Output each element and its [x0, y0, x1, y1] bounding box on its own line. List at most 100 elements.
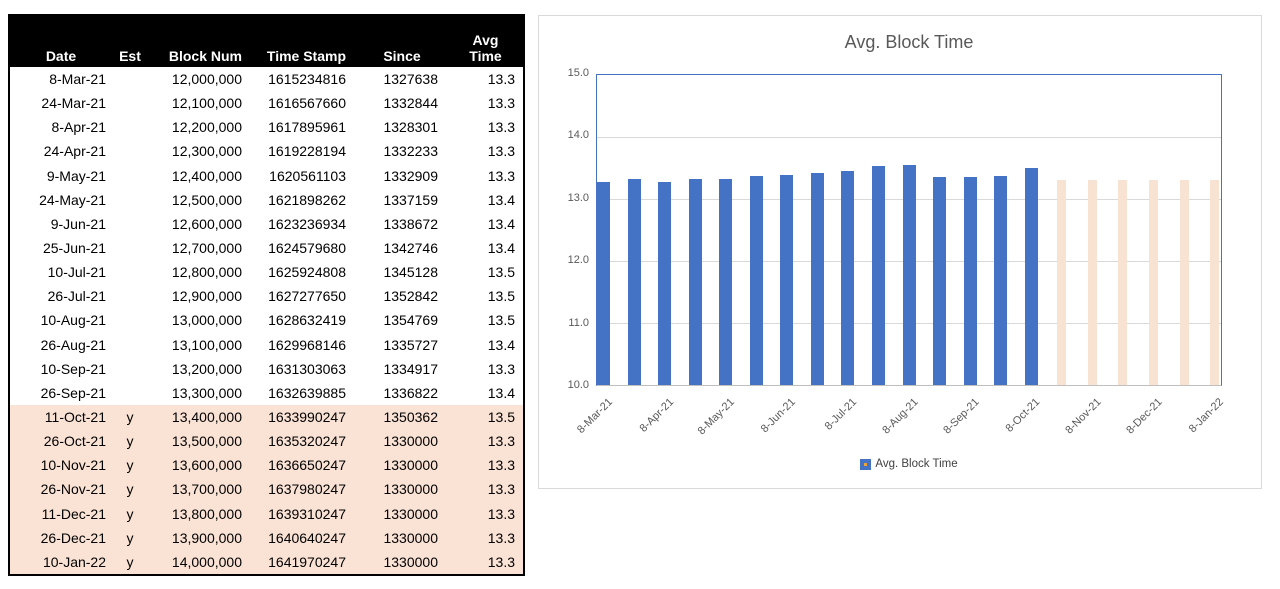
cell-date[interactable]: 24-May-21: [39, 191, 106, 208]
bar-actual[interactable]: [810, 172, 824, 385]
bar-estimate[interactable]: [1179, 180, 1189, 385]
bar-actual[interactable]: [627, 178, 641, 385]
bar-actual[interactable]: [719, 178, 733, 385]
cell-block-num[interactable]: 12,600,000: [171, 215, 242, 232]
cell-date[interactable]: 26-Aug-21: [40, 336, 106, 353]
bar-estimate[interactable]: [1057, 180, 1067, 385]
cell-since[interactable]: 1332909: [383, 167, 438, 184]
cell-time-stamp[interactable]: 1628632419: [268, 312, 346, 329]
cell-since[interactable]: 1330000: [383, 457, 438, 474]
cell-avg-time[interactable]: 13.3: [487, 71, 515, 88]
cell-avg-time[interactable]: 13.4: [487, 191, 515, 208]
cell-est[interactable]: y: [126, 505, 134, 522]
cell-avg-time[interactable]: 13.3: [487, 553, 515, 570]
cell-date[interactable]: 26-Sep-21: [40, 384, 106, 401]
cell-date[interactable]: 25-Jun-21: [42, 240, 106, 257]
cell-date[interactable]: 24-Mar-21: [41, 95, 106, 112]
cell-est[interactable]: y: [126, 481, 134, 498]
cell-since[interactable]: 1345128: [383, 264, 438, 281]
cell-time-stamp[interactable]: 1633990247: [268, 409, 346, 426]
cell-block-num[interactable]: 12,500,000: [171, 191, 242, 208]
cell-since[interactable]: 1330000: [383, 433, 438, 450]
bar-actual[interactable]: [994, 176, 1008, 385]
cell-block-num[interactable]: 13,800,000: [171, 505, 242, 522]
cell-avg-time[interactable]: 13.5: [487, 409, 515, 426]
cell-avg-time[interactable]: 13.3: [487, 481, 515, 498]
cell-block-num[interactable]: 13,700,000: [171, 481, 242, 498]
cell-date[interactable]: 10-Aug-21: [40, 312, 106, 329]
cell-avg-time[interactable]: 13.4: [487, 240, 515, 257]
cell-time-stamp[interactable]: 1635320247: [268, 433, 346, 450]
bar-estimate[interactable]: [1210, 180, 1219, 385]
cell-time-stamp[interactable]: 1623236934: [268, 215, 346, 232]
cell-avg-time[interactable]: 13.4: [487, 384, 515, 401]
cell-date[interactable]: 26-Dec-21: [40, 529, 106, 546]
cell-since[interactable]: 1328301: [383, 119, 438, 136]
chart-legend[interactable]: Avg. Block Time: [596, 458, 1222, 470]
cell-date[interactable]: 9-May-21: [46, 167, 106, 184]
cell-since[interactable]: 1352842: [383, 288, 438, 305]
cell-avg-time[interactable]: 13.3: [487, 119, 515, 136]
bar-estimate[interactable]: [1148, 180, 1158, 385]
cell-block-num[interactable]: 12,300,000: [171, 143, 242, 160]
cell-block-num[interactable]: 13,500,000: [171, 433, 242, 450]
bar-actual[interactable]: [749, 176, 763, 385]
bar-estimate[interactable]: [1118, 180, 1128, 385]
cell-block-num[interactable]: 13,400,000: [171, 409, 242, 426]
cell-avg-time[interactable]: 13.3: [487, 360, 515, 377]
cell-since[interactable]: 1342746: [383, 240, 438, 257]
bar-actual[interactable]: [963, 177, 977, 385]
cell-avg-time[interactable]: 13.3: [487, 433, 515, 450]
cell-time-stamp[interactable]: 1621898262: [268, 191, 346, 208]
cell-time-stamp[interactable]: 1640640247: [268, 529, 346, 546]
bar-actual[interactable]: [597, 181, 610, 385]
cell-block-num[interactable]: 14,000,000: [171, 553, 242, 570]
cell-since[interactable]: 1330000: [383, 481, 438, 498]
cell-time-stamp[interactable]: 1637980247: [268, 481, 346, 498]
cell-since[interactable]: 1332233: [383, 143, 438, 160]
cell-avg-time[interactable]: 13.3: [487, 505, 515, 522]
cell-time-stamp[interactable]: 1619228194: [268, 143, 346, 160]
cell-date[interactable]: 10-Jul-21: [47, 264, 106, 281]
cell-date[interactable]: 8-Apr-21: [51, 119, 106, 136]
cell-avg-time[interactable]: 13.3: [487, 529, 515, 546]
cell-time-stamp[interactable]: 1620561103: [269, 167, 346, 184]
cell-time-stamp[interactable]: 1639310247: [268, 505, 346, 522]
cell-est[interactable]: y: [126, 529, 134, 546]
cell-since[interactable]: 1330000: [383, 505, 438, 522]
cell-block-num[interactable]: 13,200,000: [171, 360, 242, 377]
cell-time-stamp[interactable]: 1641970247: [268, 553, 346, 570]
cell-time-stamp[interactable]: 1615234816: [268, 71, 346, 88]
cell-time-stamp[interactable]: 1625924808: [268, 264, 346, 281]
cell-est[interactable]: y: [126, 409, 134, 426]
cell-time-stamp[interactable]: 1631303063: [268, 360, 346, 377]
cell-time-stamp[interactable]: 1629968146: [268, 336, 346, 353]
avg-block-time-chart[interactable]: Avg. Block Time Avg. Block Time 15.0 14.0…: [538, 15, 1262, 489]
cell-est[interactable]: y: [126, 433, 134, 450]
cell-date[interactable]: 26-Jul-21: [47, 288, 106, 305]
bar-actual[interactable]: [1024, 167, 1038, 385]
cell-avg-time[interactable]: 13.5: [487, 312, 515, 329]
cell-block-num[interactable]: 12,400,000: [171, 167, 242, 184]
cell-since[interactable]: 1354769: [383, 312, 438, 329]
cell-avg-time[interactable]: 13.3: [487, 457, 515, 474]
cell-avg-time[interactable]: 13.5: [487, 288, 515, 305]
cell-since[interactable]: 1330000: [383, 553, 438, 570]
cell-time-stamp[interactable]: 1617895961: [268, 119, 346, 136]
cell-avg-time[interactable]: 13.5: [487, 264, 515, 281]
cell-since[interactable]: 1327638: [383, 71, 438, 88]
cell-since[interactable]: 1350362: [383, 409, 438, 426]
cell-since[interactable]: 1330000: [383, 529, 438, 546]
cell-block-num[interactable]: 13,900,000: [171, 529, 242, 546]
cell-avg-time[interactable]: 13.3: [487, 167, 515, 184]
cell-time-stamp[interactable]: 1627277650: [268, 288, 346, 305]
bar-actual[interactable]: [933, 176, 947, 385]
bar-actual[interactable]: [902, 165, 916, 385]
cell-block-num[interactable]: 13,100,000: [171, 336, 242, 353]
cell-date[interactable]: 10-Jan-22: [42, 553, 106, 570]
cell-since[interactable]: 1336822: [383, 384, 438, 401]
bar-actual[interactable]: [658, 181, 672, 385]
cell-since[interactable]: 1338672: [383, 215, 438, 232]
cell-date[interactable]: 11-Oct-21: [44, 409, 106, 426]
cell-since[interactable]: 1334917: [383, 360, 438, 377]
